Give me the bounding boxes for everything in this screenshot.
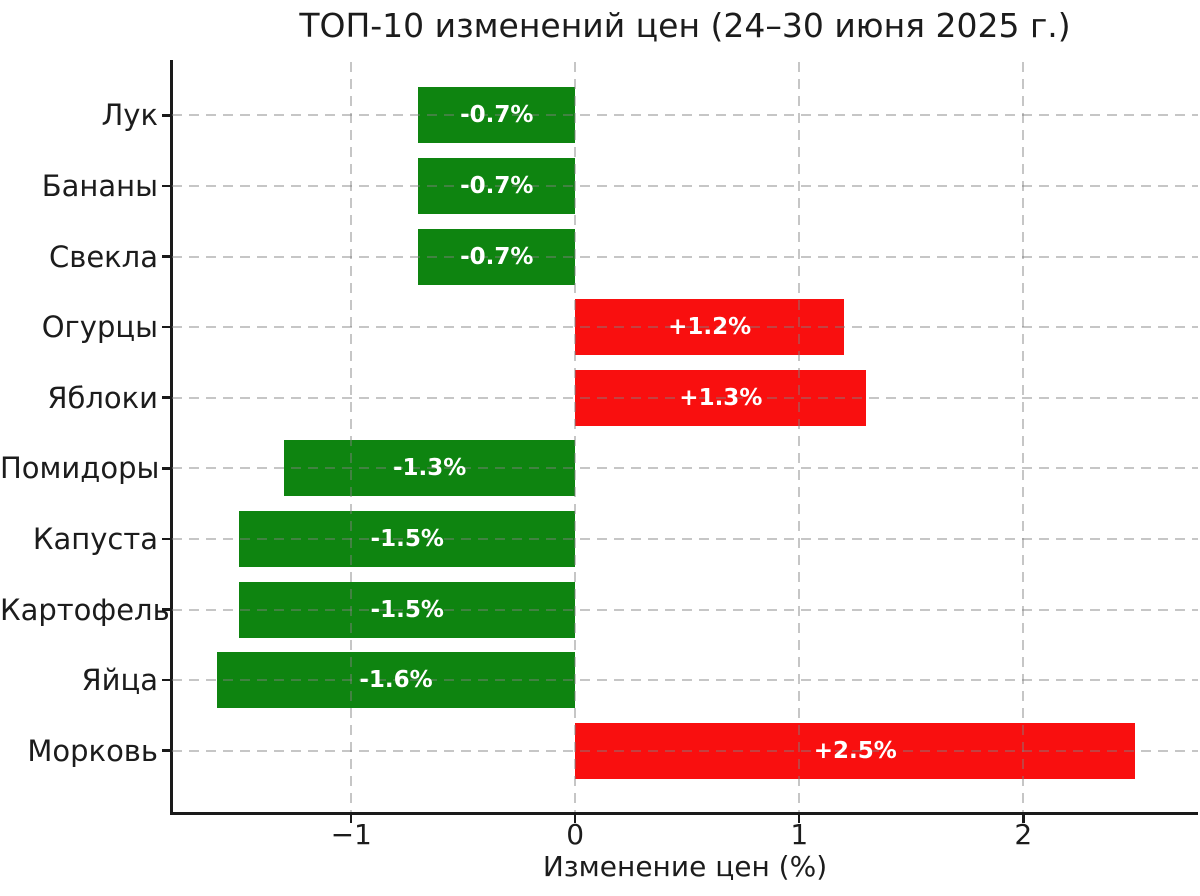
bars-layer: [172, 62, 1198, 812]
y-tick-mark: [162, 396, 171, 399]
grid-line-y-3: [172, 326, 1198, 329]
x-tick-label: 0: [566, 818, 585, 851]
x-axis-spine: [170, 812, 1198, 815]
y-tick-label: Яблоки: [47, 380, 158, 415]
x-tick-mark: [797, 814, 801, 823]
bar-1: [418, 157, 576, 214]
x-tick-label: −1: [330, 818, 372, 851]
y-tick-label: Яйца: [81, 663, 158, 698]
y-tick-label: Картофель: [0, 592, 170, 627]
bar-value-label: -1.6%: [359, 667, 433, 694]
y-axis-spine: [170, 60, 173, 814]
bar-value-label: +2.5%: [813, 737, 897, 764]
x-tick-mark: [1022, 814, 1025, 823]
grid-line-y-2: [172, 255, 1198, 258]
bar-2: [418, 228, 576, 285]
x-axis-label: Изменение цен (%): [542, 850, 828, 883]
y-tick-label: Огурцы: [41, 310, 158, 345]
grid-line-y-7: [172, 608, 1198, 611]
y-tick-mark: [162, 678, 171, 682]
y-tick-label: Лук: [101, 98, 159, 133]
bar-0: [418, 87, 576, 144]
x-tick-mark: [349, 814, 353, 823]
grid-line-x-0: [574, 62, 577, 812]
bar-value-labels-layer: -0.7% -0.7% -0.7% +1.2% +1.3% -1.3% -1.5% -1.5%…: [172, 62, 1198, 812]
grid-line-y-1: [172, 184, 1198, 187]
plot-area: -0.7% -0.7% -0.7% +1.2% +1.3% -1.3% -1.5% -1.5%…: [172, 62, 1198, 812]
bar-value-label: -1.3%: [392, 455, 467, 482]
grid-line-x-2: [1022, 62, 1025, 812]
bar-6: [239, 510, 576, 567]
bar-value-label: -0.7%: [460, 243, 534, 270]
y-tick-label: Капуста: [32, 521, 158, 556]
bar-9: [575, 722, 1136, 779]
grid-line-y-4: [172, 396, 1198, 399]
bar-3: [575, 299, 845, 356]
y-tick-mark: [162, 325, 171, 329]
bar-value-label: +1.2%: [668, 314, 752, 341]
x-tick-mark: [573, 814, 577, 823]
grid-line-y-0: [172, 114, 1198, 117]
x-tick-label: 1: [790, 818, 809, 851]
grid-line-y-9: [172, 749, 1198, 752]
grid-line-y-5: [172, 467, 1198, 470]
bar-4: [575, 369, 867, 426]
chart-title: ТОП-10 изменений цен (24–30 июня 2025 г.…: [299, 6, 1071, 45]
y-tick-mark: [162, 608, 171, 611]
bar-value-label: -1.5%: [370, 596, 444, 623]
y-tick-mark: [162, 255, 171, 258]
bar-value-label: +1.3%: [679, 384, 763, 411]
grid-layer: [172, 62, 1198, 812]
y-tick-label: Свекла: [48, 239, 158, 274]
y-tick-mark: [162, 114, 171, 117]
grid-line-x--1: [350, 62, 353, 812]
y-tick-mark: [162, 537, 171, 541]
bar-value-label: -1.5%: [370, 525, 444, 552]
bar-7: [239, 581, 576, 638]
bar-8: [216, 652, 576, 709]
bar-5: [284, 440, 576, 497]
bar-value-label: -0.7%: [460, 102, 534, 129]
bar-value-label: -0.7%: [460, 172, 534, 199]
y-tick-mark: [162, 749, 171, 752]
y-tick-label: Бананы: [41, 168, 158, 203]
y-tick-mark: [162, 184, 171, 188]
x-tick-label: 2: [1014, 818, 1033, 851]
y-tick-label: Морковь: [27, 733, 158, 768]
y-tick-label: Помидоры: [0, 451, 160, 486]
y-tick-mark: [162, 467, 171, 470]
grid-line-y-8: [172, 679, 1198, 682]
grid-line-x-1: [798, 62, 801, 812]
grid-line-y-6: [172, 537, 1198, 540]
